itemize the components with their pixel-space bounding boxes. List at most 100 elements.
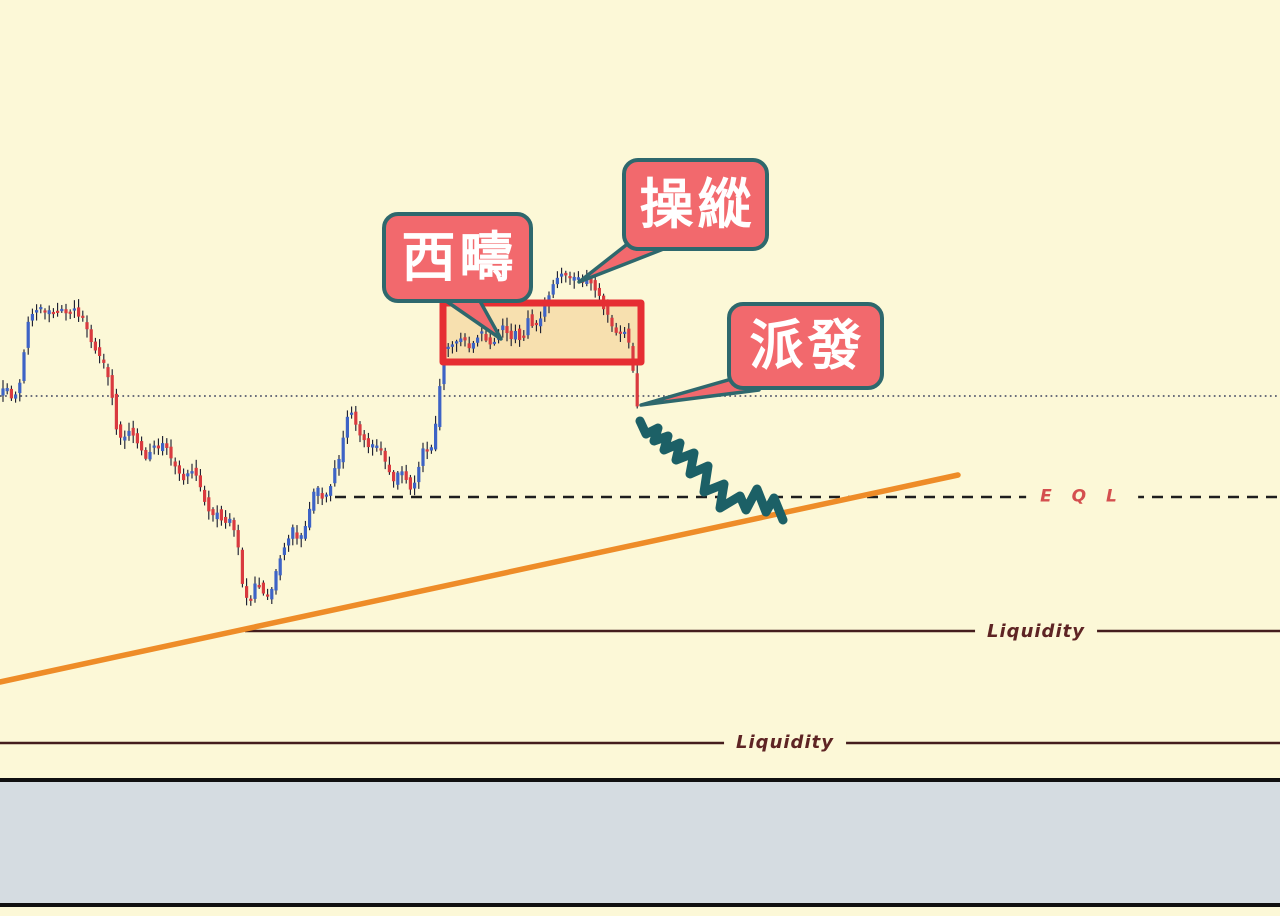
candle-body: [85, 322, 89, 330]
candle-body: [316, 487, 320, 496]
candle-body: [110, 375, 114, 398]
candle-body: [358, 424, 362, 436]
candle-body: [446, 346, 450, 349]
range-box-border: [439, 299, 645, 366]
candle-body: [413, 482, 417, 489]
candle-body: [278, 558, 282, 576]
candle-body: [568, 276, 572, 279]
candle-body: [627, 328, 631, 343]
candle-body: [5, 388, 9, 392]
candle-body: [169, 446, 173, 459]
candle-body: [606, 306, 610, 315]
candle-body: [450, 344, 454, 347]
annotation-bubble-label: 派發: [749, 314, 866, 377]
annotation-bubble-caozong: 操縱: [622, 158, 769, 251]
candle-body: [572, 276, 576, 281]
candle-body: [81, 315, 85, 318]
candle-body: [219, 509, 223, 521]
candle-body: [56, 310, 60, 313]
candle-body: [102, 359, 106, 363]
candle-body: [165, 443, 169, 448]
candle-body: [526, 318, 530, 336]
candle-body: [333, 468, 337, 484]
candle-body: [39, 307, 43, 310]
candle-body: [215, 512, 219, 520]
candle-body: [610, 317, 614, 327]
candle-body: [442, 348, 446, 385]
candle-body: [455, 341, 459, 344]
candle-body: [291, 527, 295, 539]
candle-body: [387, 464, 391, 473]
candle-body: [60, 308, 64, 312]
candle-body: [400, 471, 404, 476]
candle-body: [253, 583, 257, 599]
candle-body: [173, 461, 177, 467]
candle-body: [492, 341, 496, 345]
candle-body: [530, 314, 534, 327]
candle-body: [631, 346, 635, 371]
candle-body: [26, 321, 30, 348]
candle-body: [623, 331, 627, 335]
candle-body: [404, 471, 408, 480]
candle-body: [429, 447, 433, 451]
candle-body: [249, 598, 253, 601]
candle-body: [295, 532, 299, 539]
candle-body: [459, 338, 463, 342]
candle-body: [375, 445, 379, 449]
candle-body: [438, 386, 442, 427]
candle-body: [257, 584, 261, 588]
candle-body: [240, 549, 244, 584]
candle-body: [203, 489, 207, 502]
candle-body: [555, 277, 559, 285]
candlestick-series: [1, 267, 639, 606]
candle-body: [245, 586, 249, 598]
candle-body: [534, 322, 538, 326]
candle-body: [383, 450, 387, 462]
liquidity-upper-label: Liquidity: [975, 621, 1097, 643]
candle-body: [93, 341, 97, 351]
candle-body: [131, 427, 135, 436]
candle-body: [425, 449, 429, 452]
candle-body: [379, 448, 383, 451]
candle-body: [522, 335, 526, 338]
candle-body: [123, 436, 127, 441]
candle-body: [47, 310, 51, 315]
candle-body: [371, 444, 375, 448]
candle-body: [324, 494, 328, 497]
candle-body: [320, 493, 324, 499]
candle-body: [308, 508, 312, 528]
candle-body: [228, 518, 232, 523]
candle-body: [341, 437, 345, 463]
candle-body: [51, 311, 55, 315]
candle-body: [119, 424, 123, 438]
candle-body: [471, 342, 475, 349]
candle-body: [198, 475, 202, 488]
candle-body: [89, 329, 93, 343]
candle-body: [421, 448, 425, 466]
candle-body: [501, 325, 505, 331]
annotation-bubble-xichou: 西疇: [382, 212, 533, 303]
candle-body: [14, 394, 18, 399]
candle-body: [114, 393, 118, 430]
candle-body: [211, 509, 215, 516]
candle-body: [161, 443, 165, 452]
markdown-zigzag-arrow: [635, 416, 788, 525]
candle-body: [64, 309, 68, 314]
candle-body: [329, 486, 333, 496]
candle-body: [98, 347, 102, 356]
candle-body: [266, 594, 270, 597]
candle-body: [18, 382, 22, 394]
candle-body: [396, 472, 400, 485]
candle-body: [270, 588, 274, 600]
candle-body: [463, 337, 467, 341]
candle-body: [22, 352, 26, 381]
candle-body: [467, 343, 471, 349]
candle-body: [303, 526, 307, 539]
candle-body: [43, 310, 47, 313]
candle-body: [312, 491, 316, 511]
liquidity-lower-label: Liquidity: [724, 732, 846, 754]
candle-body: [194, 467, 198, 476]
candle-body: [274, 571, 278, 591]
